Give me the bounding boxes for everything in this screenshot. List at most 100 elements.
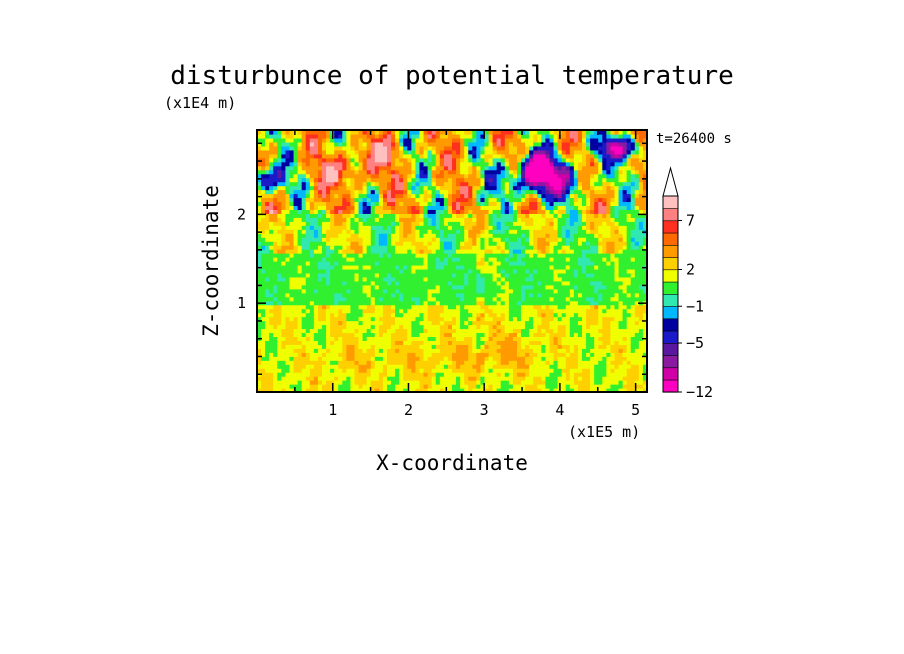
field-cell	[423, 364, 429, 369]
field-cell	[261, 225, 266, 230]
contour-field	[257, 130, 647, 392]
field-cell	[460, 380, 465, 385]
field-cell	[342, 141, 347, 147]
field-cell	[545, 185, 551, 191]
field-cell	[427, 257, 433, 262]
field-cell	[317, 360, 323, 365]
field-cell	[407, 149, 412, 155]
field-cell	[500, 205, 506, 210]
field-cell	[326, 185, 331, 191]
field-cell	[411, 241, 417, 246]
field-cell	[537, 161, 542, 167]
field-cell	[435, 257, 441, 262]
field-cell	[399, 344, 404, 349]
field-cell	[541, 169, 547, 175]
field-cell	[317, 372, 323, 377]
field-cell	[387, 165, 392, 171]
field-cell	[500, 217, 506, 222]
field-cell	[492, 217, 498, 222]
field-cell	[382, 288, 388, 294]
field-cell	[297, 304, 303, 310]
field-cell	[443, 201, 449, 207]
field-cell	[484, 205, 490, 210]
field-cell	[289, 257, 295, 262]
field-cell	[297, 201, 303, 207]
field-cell	[322, 348, 327, 353]
field-cell	[334, 205, 339, 210]
field-cell	[305, 133, 311, 139]
field-cell	[257, 296, 262, 302]
field-cell	[346, 388, 352, 392]
field-cell	[533, 340, 538, 345]
field-cell	[391, 201, 396, 207]
field-cell	[370, 336, 376, 341]
field-cell	[557, 185, 563, 191]
field-cell	[492, 233, 498, 238]
field-cell	[553, 177, 559, 183]
field-cell	[322, 213, 327, 218]
field-cell	[391, 141, 396, 147]
field-cell	[391, 336, 396, 341]
field-cell	[387, 145, 392, 151]
field-cell	[382, 372, 388, 377]
field-cell	[309, 280, 315, 286]
field-cell	[435, 261, 441, 266]
field-cell	[492, 133, 498, 139]
field-cell	[391, 173, 396, 179]
field-cell	[480, 217, 486, 222]
field-cell	[525, 193, 530, 199]
field-cell	[443, 161, 449, 167]
field-cell	[557, 141, 563, 147]
field-cell	[305, 205, 311, 210]
field-cell	[517, 372, 522, 377]
field-cell	[403, 384, 408, 389]
field-cell	[488, 300, 494, 306]
field-cell	[500, 141, 506, 147]
field-cell	[472, 364, 477, 369]
field-cell	[281, 268, 287, 274]
field-cell	[342, 189, 347, 195]
field-cell	[374, 320, 380, 326]
field-cell	[435, 364, 441, 369]
field-cell	[382, 308, 388, 314]
field-cell	[545, 233, 551, 238]
field-cell	[317, 169, 323, 175]
field-cell	[504, 388, 510, 392]
field-cell	[464, 372, 469, 377]
field-cell	[472, 320, 477, 326]
field-cell	[305, 340, 311, 345]
field-cell	[529, 308, 534, 314]
field-cell	[350, 221, 356, 226]
field-cell	[285, 225, 291, 230]
field-cell	[370, 137, 376, 143]
field-cell	[313, 300, 319, 306]
field-cell	[488, 284, 494, 290]
field-cell	[289, 253, 295, 258]
field-cell	[500, 276, 506, 282]
field-cell	[317, 249, 323, 254]
field-cell	[261, 201, 266, 207]
field-cell	[399, 165, 404, 171]
field-cell	[419, 332, 425, 338]
field-cell	[382, 173, 388, 179]
field-cell	[257, 213, 262, 218]
field-cell	[500, 308, 506, 314]
field-cell	[443, 181, 449, 187]
field-cell	[378, 300, 384, 306]
field-cell	[488, 141, 494, 147]
field-cell	[447, 300, 453, 306]
field-cell	[362, 368, 368, 373]
field-cell	[378, 356, 384, 361]
field-cell	[561, 233, 567, 238]
field-cell	[529, 249, 534, 254]
field-cell	[427, 149, 433, 155]
field-cell	[525, 189, 530, 195]
field-cell	[521, 137, 526, 143]
field-cell	[382, 352, 388, 357]
field-cell	[269, 137, 274, 143]
field-cell	[480, 209, 486, 214]
field-cell	[281, 173, 287, 179]
field-cell	[517, 229, 522, 234]
field-cell	[342, 288, 347, 294]
field-cell	[545, 316, 551, 322]
